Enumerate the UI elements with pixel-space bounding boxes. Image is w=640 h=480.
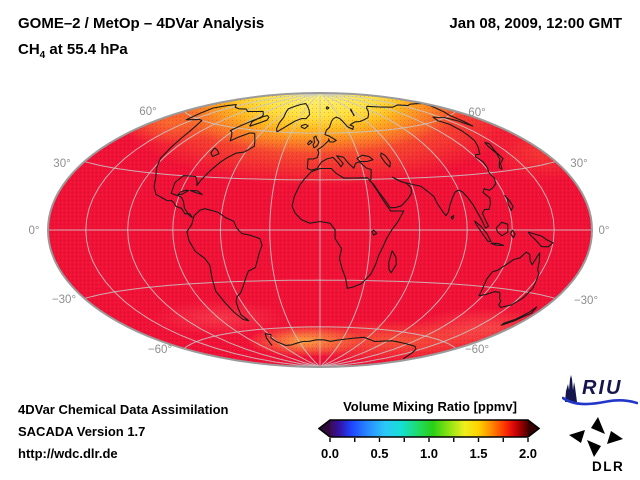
dlr-logo-text: DLR	[592, 459, 624, 474]
latitude-label: 0°	[28, 225, 40, 237]
cathedral-icon	[565, 375, 577, 402]
map-outline	[47, 92, 593, 368]
colorbar-tick-label: 1.5	[469, 446, 488, 461]
formula-rest: at 55.4 hPa	[45, 41, 128, 58]
formula-subscript: 4	[39, 50, 46, 61]
riu-logo-text: RIU	[582, 377, 622, 399]
footer-line-assimilation: 4DVar Chemical Data Assimilation	[18, 402, 229, 417]
latitude-label: −60°	[464, 344, 490, 356]
colorbar-right-arrow	[528, 420, 539, 437]
colorbar-title: Volume Mixing Ratio [ppmv]	[343, 399, 517, 414]
formula-prefix: CH	[18, 41, 40, 58]
plot-timestamp: Jan 08, 2009, 12:00 GMT	[449, 15, 622, 32]
coastlines	[153, 102, 554, 360]
footer-line-url: http://wdc.dlr.de	[18, 446, 118, 461]
latitude-label: −30°	[51, 294, 77, 306]
latitude-label: 30°	[53, 158, 71, 170]
latitude-label: 30°	[570, 158, 588, 170]
colorbar-left-arrow	[319, 420, 330, 437]
latitude-label: −30°	[573, 295, 599, 307]
colorbar-tick-label: 2.0	[518, 446, 538, 461]
latitude-label: −60°	[147, 344, 173, 356]
wave-icon	[561, 396, 639, 406]
plot-title: GOME–2 / MetOp – 4DVar Analysis	[18, 15, 265, 32]
colorbar-tick-label: 0.0	[320, 446, 340, 461]
colorbar-tick-label: 0.5	[370, 446, 389, 461]
dlr-logo: DLR	[566, 413, 636, 475]
dlr-star-icon	[569, 417, 623, 457]
latitude-label: 60°	[468, 107, 486, 119]
latitude-label: 0°	[598, 225, 610, 237]
colorbar-tick-label: 1.0	[419, 446, 439, 461]
colorbar-gradient	[330, 420, 528, 437]
riu-logo: RIU	[561, 373, 639, 407]
latitude-label: 60°	[139, 106, 157, 118]
colorbar	[318, 419, 541, 442]
plot-subtitle: CH4 at 55.4 hPa	[18, 41, 128, 61]
footer-line-version: SACADA Version 1.7	[18, 424, 146, 439]
